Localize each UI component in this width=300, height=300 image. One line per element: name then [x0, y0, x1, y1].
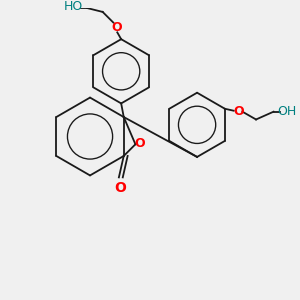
Text: O: O: [111, 21, 122, 34]
Text: OH: OH: [278, 105, 297, 118]
Text: O: O: [114, 181, 126, 195]
Text: HO: HO: [64, 0, 83, 13]
Text: O: O: [233, 105, 244, 118]
Text: O: O: [134, 137, 145, 150]
